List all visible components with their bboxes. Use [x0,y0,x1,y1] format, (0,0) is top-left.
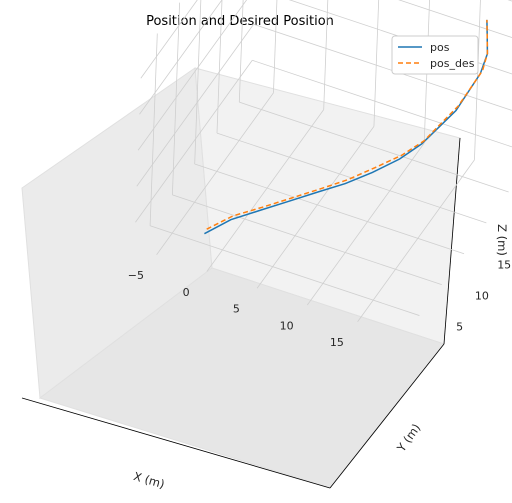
z-axis-label: Z (m) [495,224,509,256]
y-grid-left [216,0,223,134]
x-grid-back [373,0,380,127]
legend-label-pos: pos [430,41,450,54]
series-line-pos-des [206,19,489,230]
x-axis-line [21,397,331,489]
x-grid-back [273,0,278,93]
chart-title: Position and Desired Position [146,14,334,29]
z-grid-left [140,0,198,79]
y-grid-floor [149,225,420,316]
series-line-pos [204,19,489,235]
x-tick-label: −5 [128,269,144,282]
y-grid-left [171,2,181,195]
y-grid-floor [194,163,465,255]
x-grid-back [323,0,329,110]
x-grid-floor [206,109,325,272]
y-grid-left [238,0,244,103]
x-grid-floor [357,159,475,323]
x-grid-floor [307,142,425,306]
z-axis-line [443,137,461,345]
y-grid-left [194,0,202,164]
z-grid-back [398,0,512,38]
legend: pos pos_des [391,35,479,75]
z-grid-back [507,0,512,2]
z-grid-back [252,59,512,148]
y-axis-label: Y (m) [394,421,424,455]
y-grid-floor [172,194,442,286]
tick-labels: −50510155101520254045505560 [128,258,511,349]
z-grid-left [137,0,248,151]
legend-box [391,35,479,75]
y-tick-label: 10 [475,289,489,302]
x-tick-label: 5 [233,303,240,316]
x-tick-label: 15 [330,336,344,349]
y-grid-left [149,33,158,226]
legend-label-pos-des: pos_des [430,57,475,70]
x-grid-floor [256,126,375,289]
x-axis-label: X (m) [132,469,166,491]
x-tick-label: 0 [183,286,190,299]
y-axis-line [329,343,445,489]
z-grid-left [135,60,253,223]
y-grid-floor [239,101,509,193]
z-grid-left [136,24,254,187]
z-grid-left [139,0,223,115]
z-grid-back [288,0,512,75]
y-tick-label: 5 [456,320,463,333]
series-layer [204,19,489,235]
x-tick-label: 10 [280,319,294,332]
z-grid-back [253,23,512,111]
y-tick-label: 15 [497,258,511,271]
x-grid-floor [156,92,274,256]
